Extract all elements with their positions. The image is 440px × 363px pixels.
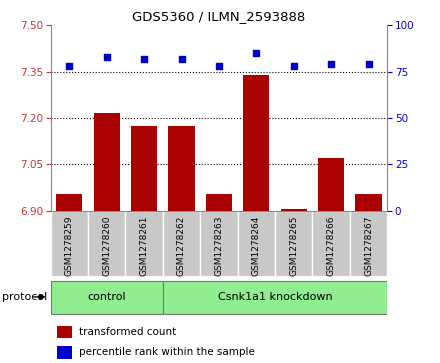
Point [141,56,148,62]
Bar [163,281,387,314]
Text: protocol: protocol [2,292,48,302]
Point [103,54,110,60]
Text: transformed count: transformed count [79,327,176,337]
Point [365,61,372,67]
Bar [350,211,387,276]
Bar [206,193,232,211]
Bar [57,326,73,338]
Text: GSM1278267: GSM1278267 [364,216,373,276]
Text: Csnk1a1 knockdown: Csnk1a1 knockdown [218,292,332,302]
Point [253,50,260,56]
Bar [88,211,125,276]
Point [66,63,73,69]
Bar [169,126,194,211]
Point [327,61,335,67]
Bar [51,211,88,276]
Bar [94,113,120,211]
Point [216,63,223,69]
Bar [318,158,344,211]
Bar [356,193,381,211]
Text: GSM1278266: GSM1278266 [326,216,336,276]
Title: GDS5360 / ILMN_2593888: GDS5360 / ILMN_2593888 [132,10,305,23]
Point [290,63,297,69]
Bar [200,211,238,276]
Bar [51,281,163,314]
Text: GSM1278260: GSM1278260 [102,216,111,276]
Text: control: control [88,292,126,302]
Text: GSM1278261: GSM1278261 [139,216,149,276]
Text: GSM1278264: GSM1278264 [252,216,261,276]
Bar [57,346,73,359]
Bar [243,75,269,211]
Bar [275,211,312,276]
Text: GSM1278265: GSM1278265 [289,216,298,276]
Bar [56,193,82,211]
Bar [125,211,163,276]
Bar [238,211,275,276]
Text: GSM1278259: GSM1278259 [65,216,74,276]
Text: GSM1278263: GSM1278263 [214,216,224,276]
Text: GSM1278262: GSM1278262 [177,216,186,276]
Text: percentile rank within the sample: percentile rank within the sample [79,347,255,357]
Point [178,56,185,62]
Bar [131,126,157,211]
Bar [312,211,350,276]
Bar [281,209,307,211]
Bar [163,211,200,276]
